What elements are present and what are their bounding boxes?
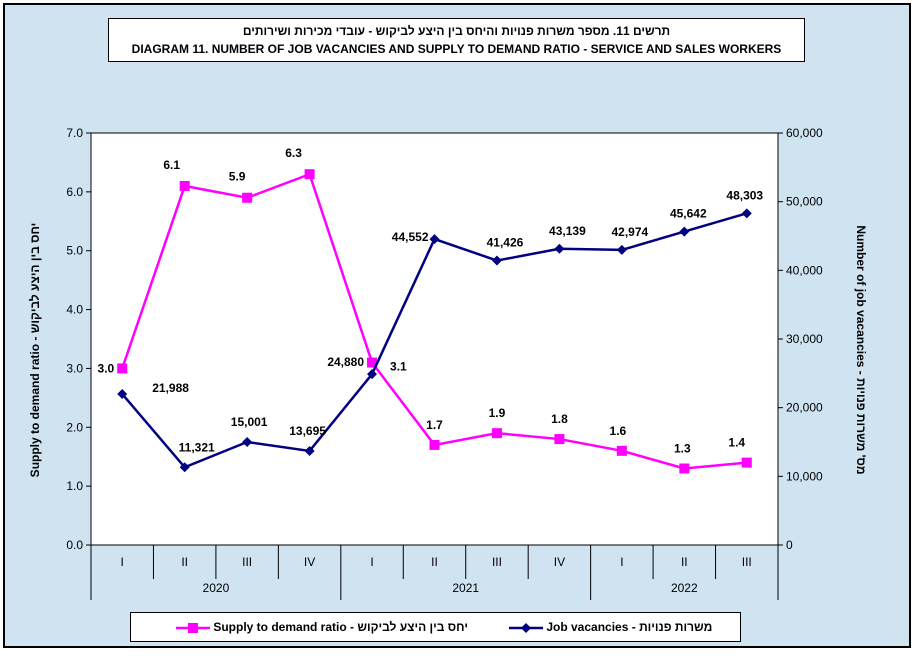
right-axis-tick-label: 30,000 — [786, 332, 823, 346]
right-axis-tick-label: 40,000 — [786, 263, 823, 277]
ratio-point — [741, 457, 752, 468]
vacancies-point — [304, 445, 315, 456]
legend-ratio-label: Supply to demand ratio - יחס בין היצע לב… — [213, 620, 468, 634]
ratio-data-label: 1.9 — [489, 406, 506, 420]
ratio-point — [679, 463, 690, 474]
vacancies-point — [679, 226, 690, 237]
vacancies-data-label: 45,642 — [670, 207, 707, 221]
quarter-label: II — [681, 555, 688, 569]
ratio-point — [117, 363, 128, 374]
left-axis-tick-label: 1.0 — [66, 479, 83, 493]
quarter-label: II — [181, 555, 188, 569]
right-axis-tick-label: 20,000 — [786, 401, 823, 415]
quarter-label: I — [370, 555, 373, 569]
left-axis-tick-label: 0.0 — [66, 538, 83, 552]
right-axis-tick-label: 10,000 — [786, 469, 823, 483]
vacancies-point — [616, 244, 627, 255]
quarter-label: IV — [554, 555, 565, 569]
vacancies-data-label: 15,001 — [231, 415, 268, 429]
year-label: 2021 — [452, 581, 479, 595]
left-axis-tick-label: 7.0 — [66, 126, 83, 140]
vacancies-point — [367, 369, 378, 380]
right-axis-tick-label: 0 — [786, 538, 793, 552]
vacancies-data-label: 24,880 — [327, 355, 364, 369]
ratio-data-label: 1.3 — [674, 441, 691, 455]
right-axis-tick-label: 60,000 — [786, 126, 823, 140]
legend-ratio-marker-icon — [176, 622, 210, 633]
legend-vacancies-label: Job vacancies - משרות פנויות — [546, 620, 713, 634]
plot-area — [90, 132, 779, 546]
ratio-data-label: 5.9 — [229, 170, 246, 184]
left-axis-title: Supply to demand ratio - יחס בין היצע לב… — [28, 222, 42, 478]
ratio-point — [616, 445, 627, 456]
legend-item-ratio: Supply to demand ratio - יחס בין היצע לב… — [176, 620, 468, 634]
vacancies-point — [554, 243, 565, 254]
vacancies-data-label: 44,552 — [392, 230, 429, 244]
quarter-label: III — [742, 555, 752, 569]
year-label: 2022 — [671, 581, 698, 595]
vacancies-data-label: 42,974 — [612, 225, 649, 239]
ratio-data-label: 6.3 — [285, 146, 302, 160]
vacancies-point — [179, 462, 190, 473]
left-axis-tick-label: 3.0 — [66, 361, 83, 375]
vacancies-point — [429, 234, 440, 245]
chart-title-box: תרשים 11. מספר משרות פנויות והיחס בין הי… — [108, 18, 805, 62]
quarter-label: I — [121, 555, 124, 569]
quarter-label: IV — [304, 555, 315, 569]
quarter-label: III — [242, 555, 252, 569]
ratio-data-label: 1.8 — [551, 412, 568, 426]
vacancies-point — [491, 255, 502, 266]
ratio-data-label: 1.4 — [728, 436, 745, 450]
ratio-data-label: 1.7 — [426, 418, 443, 432]
ratio-point — [367, 357, 378, 368]
ratio-point — [179, 180, 190, 191]
right-axis-tick-label: 50,000 — [786, 195, 823, 209]
ratio-point — [554, 434, 565, 445]
vacancies-data-label: 13,695 — [289, 424, 326, 438]
legend-item-vacancies: Job vacancies - משרות פנויות — [509, 620, 712, 634]
chart-title-hebrew: תרשים 11. מספר משרות פנויות והיחס בין הי… — [242, 24, 671, 38]
vacancies-data-label: 48,303 — [726, 188, 763, 202]
ratio-point — [429, 439, 440, 450]
left-axis-tick-label: 4.0 — [66, 303, 83, 317]
vacancies-point — [117, 389, 128, 400]
vacancies-point — [741, 208, 752, 219]
quarter-label: II — [431, 555, 438, 569]
vacancies-data-label: 43,139 — [549, 224, 586, 238]
ratio-point — [491, 428, 502, 439]
ratio-data-label: 6.1 — [163, 158, 180, 172]
right-axis-title: Number of job vacancies - מס' משרות פנוי… — [854, 225, 868, 475]
vacancies-data-label: 41,426 — [487, 236, 524, 250]
legend-vacancies-marker-icon — [509, 622, 543, 633]
left-axis-tick-label: 5.0 — [66, 244, 83, 258]
ratio-point — [304, 169, 315, 180]
ratio-data-label: 3.0 — [98, 361, 115, 375]
left-axis-tick-label: 6.0 — [66, 185, 83, 199]
vacancies-data-label: 21,988 — [152, 381, 189, 395]
year-label: 2020 — [203, 581, 230, 595]
vacancies-point — [242, 436, 253, 447]
ratio-data-label: 1.6 — [610, 424, 627, 438]
quarter-label: I — [620, 555, 623, 569]
ratio-data-label: 3.1 — [390, 360, 407, 374]
legend: Supply to demand ratio - יחס בין היצע לב… — [130, 612, 741, 642]
ratio-point — [242, 192, 253, 203]
quarter-label: III — [492, 555, 502, 569]
vacancies-data-label: 11,321 — [179, 440, 215, 454]
left-axis-tick-label: 2.0 — [66, 420, 83, 434]
chart-title-english: DIAGRAM 11. NUMBER OF JOB VACANCIES AND … — [131, 42, 782, 56]
